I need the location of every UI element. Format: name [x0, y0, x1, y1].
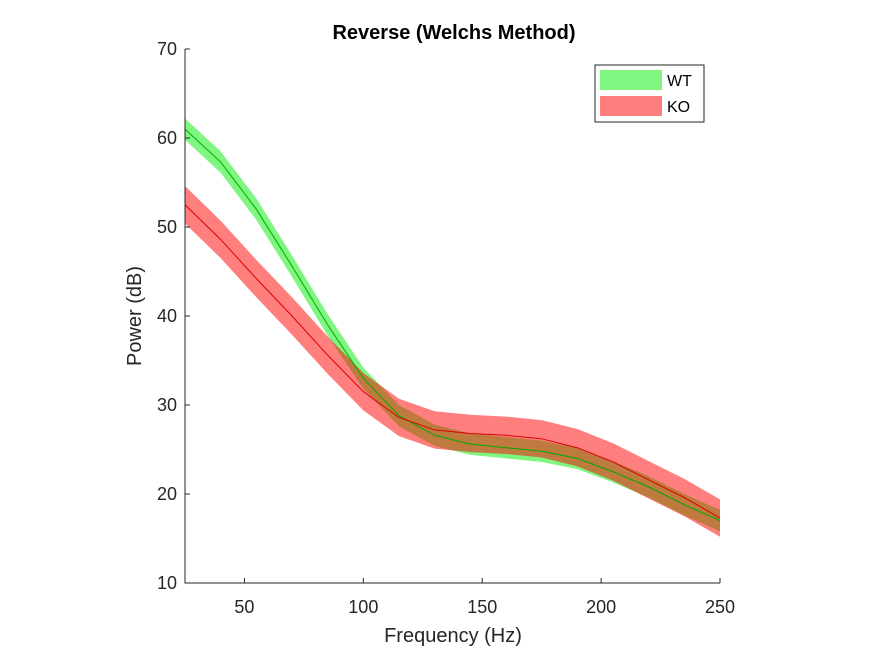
y-tick-label: 10 [157, 573, 177, 593]
axes-frame [184, 49, 720, 584]
y-tick-label: 70 [157, 39, 177, 59]
band-ko [185, 186, 720, 537]
x-ticks: 50 100 150 200 250 [234, 578, 735, 617]
x-tick-label: 150 [467, 597, 497, 617]
mean-line-wt [184, 128, 721, 522]
y-tick-label: 60 [157, 128, 177, 148]
legend-label-wt: WT [667, 73, 692, 90]
legend-label-ko: KO [667, 99, 690, 116]
x-axis-label: Frequency (Hz) [384, 625, 522, 647]
y-ticks: 10 20 30 40 50 60 70 [157, 39, 190, 593]
y-tick-label: 40 [157, 306, 177, 326]
plot-area: 50 100 150 200 250 10 20 30 40 50 60 70 [157, 39, 735, 617]
mean-line-ko [184, 204, 721, 519]
legend: WT KO [594, 64, 705, 123]
legend-swatch-ko [600, 96, 662, 116]
x-tick-label: 100 [348, 597, 378, 617]
y-axis-label: Power (dB) [124, 266, 146, 366]
y-tick-label: 30 [157, 395, 177, 415]
x-tick-label: 200 [586, 597, 616, 617]
chart-title: Reverse (Welchs Method) [332, 22, 575, 44]
x-tick-label: 250 [705, 597, 735, 617]
y-tick-label: 50 [157, 217, 177, 237]
y-tick-label: 20 [157, 484, 177, 504]
legend-swatch-wt [600, 70, 662, 90]
confidence-bands [185, 118, 720, 537]
x-tick-label: 50 [234, 597, 254, 617]
mean-lines [184, 128, 721, 522]
